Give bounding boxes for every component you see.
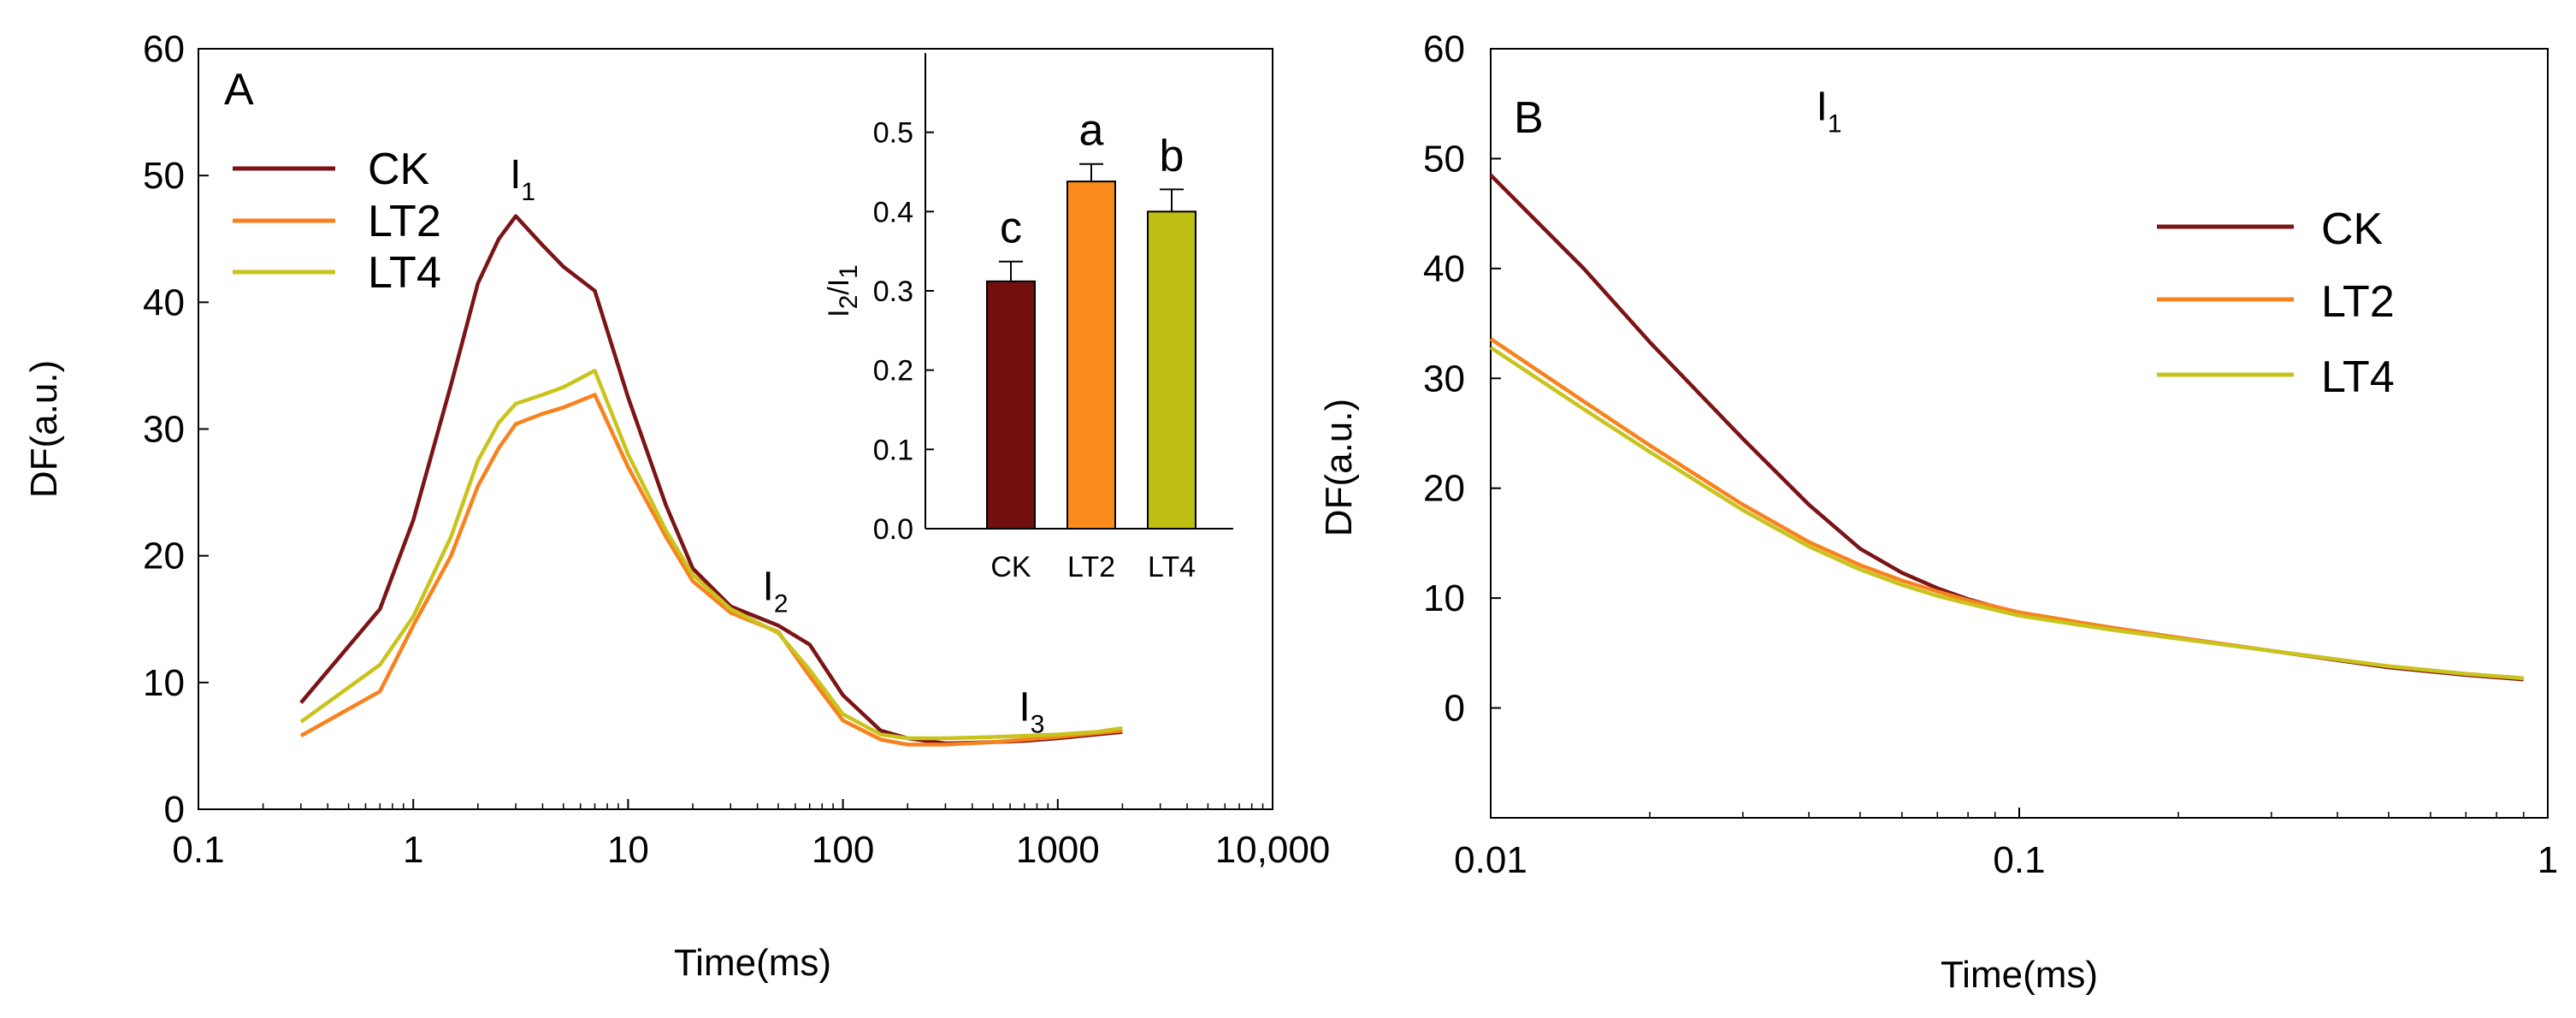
panel-a-letter: A	[224, 65, 254, 115]
inset-y-tick-label: 0.0	[873, 513, 913, 546]
panel-b-annotation-i1-sub: 1	[1828, 109, 1842, 138]
inset-y-tick-label: 0.5	[873, 117, 913, 150]
panel-a-x-tick-label: 0.1	[172, 829, 224, 871]
panel-b-annotation-i1: I1	[1817, 84, 1842, 138]
panel-b-x-tick-label: 0.01	[1454, 839, 1527, 881]
annotation-i2-base: I	[763, 565, 774, 610]
inset-y-axis-title-sub2: 1	[835, 264, 863, 279]
inset-y-axis-title-sep: /I	[823, 279, 855, 295]
panel-b-x-tick-label: 0.1	[1993, 839, 2045, 881]
panel-b-x-tick-label: 1	[2538, 839, 2558, 881]
panel-b-y-tick-label: 10	[1423, 577, 1465, 619]
annotation-i1: I1	[510, 152, 535, 206]
inset-y-tick-label: 0.1	[873, 434, 913, 466]
bar-ck	[986, 280, 1036, 530]
panel-b: 0 10 20 30 40 50 60 0.01 0.1 1 Time(ms) DF(a.u.) B CK…	[1318, 28, 2558, 996]
inset-x-tick-label-lt2: LT2	[1067, 551, 1115, 583]
legend-label-lt2: LT2	[368, 197, 441, 246]
annotation-i3-sub: 3	[1031, 710, 1045, 738]
series-line-lt4	[299, 369, 1123, 741]
panel-a-y-tick-label: 0	[164, 789, 185, 831]
annotation-i3-base: I	[1019, 684, 1030, 730]
legend-b-label-ck: CK	[2321, 204, 2384, 254]
panel-b-y-tick-label: 40	[1423, 248, 1465, 290]
annotation-i1-base: I	[510, 152, 521, 198]
legend-b-label-lt2: LT2	[2321, 277, 2395, 327]
inset-y-tick-label: 0.3	[873, 275, 913, 308]
inset-y-axis-title-sub1: 2	[835, 295, 863, 310]
inset-y-tick-label: 0.2	[873, 355, 913, 388]
annotation-i2-sub: 2	[774, 590, 789, 618]
annotation-i2: I2	[763, 565, 789, 618]
panel-a-y-tick-label: 50	[143, 155, 185, 197]
series-line-b-lt4	[1489, 346, 2524, 681]
inset-y-axis-title: I2/I1	[823, 264, 863, 317]
panel-b-x-axis-title: Time(ms)	[1941, 954, 2098, 996]
panel-a-inset: 0.0 0.1 0.2 0.3 0.4 0.5 c CK a LT2 b LT4 I2/I1	[823, 53, 1233, 583]
significance-letter-lt4: b	[1160, 131, 1185, 181]
panel-a-x-tick-label: 10	[607, 829, 649, 871]
panel-b-letter: B	[1514, 93, 1544, 143]
panel-a-x-tick-label: 10,000	[1215, 829, 1331, 871]
panel-b-y-axis-title: DF(a.u.)	[1318, 399, 1360, 536]
inset-y-tick-label: 0.4	[873, 196, 913, 228]
panel-a: 0 10 20 30 40 50 60 0.1 1 10 100 1000 10,000 Time(ms)…	[23, 28, 1330, 984]
panel-a-x-axis-title: Time(ms)	[674, 942, 831, 984]
panel-b-y-tick-label: 20	[1423, 468, 1465, 510]
panel-a-y-tick-label: 40	[143, 281, 185, 323]
significance-letter-lt2: a	[1079, 106, 1104, 156]
legend-b-label-lt4: LT4	[2321, 352, 2395, 402]
panel-a-y-tick-label: 20	[143, 536, 185, 577]
legend-label-lt4: LT4	[368, 248, 441, 298]
inset-x-tick-label-lt4: LT4	[1148, 551, 1196, 583]
panel-b-y-tick-label: 30	[1423, 358, 1465, 400]
annotation-i3: I3	[1019, 684, 1044, 738]
inset-x-tick-label-ck: CK	[990, 551, 1031, 583]
inset-y-axis-title-base: I	[823, 309, 855, 317]
panel-b-y-tick-label: 50	[1423, 138, 1465, 180]
panel-a-y-axis-title: DF(a.u.)	[23, 360, 65, 498]
significance-letter-ck: c	[1000, 204, 1022, 253]
panel-a-x-tick-label: 1000	[1016, 829, 1100, 871]
panel-a-y-tick-label: 60	[143, 28, 185, 70]
panel-b-plot-frame	[1490, 48, 2549, 819]
bar-lt2	[1066, 181, 1116, 530]
panel-a-y-tick-label: 30	[143, 409, 185, 451]
panel-a-y-tick-label: 10	[143, 662, 185, 704]
panel-a-x-tick-label: 1	[403, 829, 423, 871]
annotation-i1-sub: 1	[521, 178, 535, 206]
series-line-lt2	[299, 393, 1123, 747]
bar-lt4	[1147, 210, 1196, 530]
panel-a-x-tick-label: 100	[812, 829, 874, 871]
legend-label-ck: CK	[368, 145, 430, 194]
panel-b-y-tick-label: 60	[1423, 28, 1465, 70]
panel-b-annotation-i1-base: I	[1817, 84, 1828, 129]
panel-b-y-tick-label: 0	[1445, 688, 1465, 730]
